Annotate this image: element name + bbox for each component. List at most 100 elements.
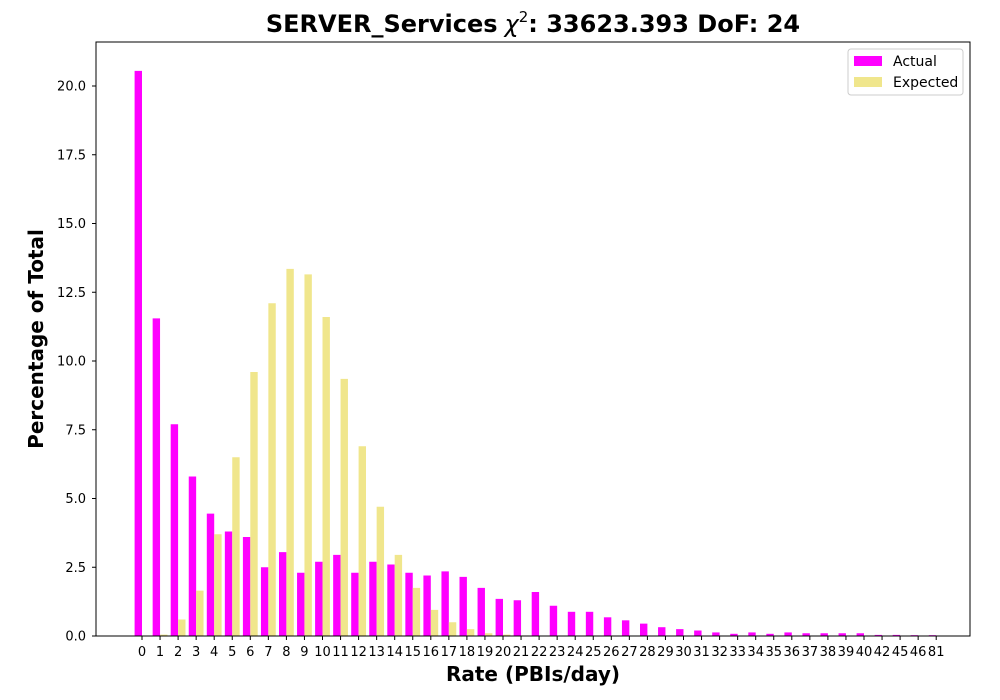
bars-layer (134, 70, 937, 637)
bar-actual-5 (224, 531, 233, 636)
x-tick-label: 4 (210, 645, 218, 660)
x-tick-label: 15 (404, 645, 421, 660)
x-tick-label: 2 (174, 645, 182, 660)
x-tick-label: 46 (910, 645, 927, 660)
bar-actual-23 (549, 605, 558, 636)
bar-actual-1 (152, 318, 161, 637)
bar-actual-29 (658, 627, 666, 636)
bar-actual-42 (874, 634, 883, 636)
bar-expected-6 (250, 372, 258, 636)
x-tick-label: 38 (820, 645, 837, 660)
bar-actual-31 (694, 630, 702, 636)
y-tick-label: 5.0 (65, 492, 86, 507)
bar-actual-40 (856, 633, 864, 636)
x-tick-label: 22 (531, 645, 548, 660)
bar-actual-32 (712, 632, 720, 636)
bar-actual-20 (495, 598, 503, 637)
bar-expected-13 (376, 506, 385, 636)
y-axis-title: Percentage of Total (24, 229, 48, 449)
y-tick-label: 17.5 (57, 148, 86, 163)
bar-actual-35 (766, 633, 774, 636)
x-tick-label: 5 (228, 645, 236, 660)
x-tick-label: 19 (477, 645, 494, 660)
bar-actual-45 (892, 634, 901, 636)
x-tick-label: 21 (513, 645, 530, 660)
x-tick-label: 23 (549, 645, 566, 660)
bar-expected-11 (340, 378, 348, 637)
bar-actual-13 (369, 561, 377, 636)
x-tick-label: 32 (711, 645, 728, 660)
chart-title-name: SERVER_Services (266, 10, 498, 38)
y-tick-label: 10.0 (57, 355, 86, 370)
legend: Actual Expected (847, 48, 964, 96)
bar-actual-3 (188, 476, 197, 636)
bar-actual-22 (531, 592, 540, 636)
bar-expected-1 (160, 634, 168, 637)
x-tick-label: 14 (386, 645, 403, 660)
bar-expected-16 (430, 609, 439, 637)
x-tick-label: 45 (892, 645, 909, 660)
bar-actual-28 (640, 623, 648, 637)
bar-expected-2 (178, 619, 186, 636)
x-tick-label: 20 (495, 645, 512, 660)
x-tick-label: 6 (246, 645, 254, 660)
x-tick-label: 7 (264, 645, 272, 660)
bar-expected-7 (268, 303, 276, 636)
bar-actual-9 (297, 572, 305, 636)
x-tick-label: 0 (138, 645, 146, 660)
bar-actual-4 (206, 513, 215, 637)
x-tick-label: 11 (332, 645, 349, 660)
y-axis-ticks: 0.0 2.5 5.0 7.5 10.0 12.5 15.0 17.5 20.0 (57, 80, 96, 645)
y-tick-label: 20.0 (57, 80, 86, 95)
legend-label-expected: Expected (893, 75, 958, 91)
chart-title-chi-exponent: 2 (519, 8, 529, 26)
x-tick-label: 30 (675, 645, 692, 660)
bar-expected-4 (214, 534, 222, 636)
x-tick-label: 17 (441, 645, 458, 660)
bar-actual-10 (315, 561, 323, 636)
x-tick-label: 24 (567, 645, 584, 660)
bar-actual-38 (820, 633, 828, 636)
x-tick-label: 40 (856, 645, 873, 660)
x-tick-label: 34 (747, 645, 764, 660)
bar-expected-5 (232, 457, 240, 636)
y-tick-label: 15.0 (57, 217, 86, 232)
bar-expected-10 (322, 317, 330, 636)
x-tick-label: 36 (784, 645, 801, 660)
x-tick-label: 33 (729, 645, 746, 660)
x-tick-label: 12 (350, 645, 367, 660)
bar-actual-36 (784, 632, 792, 636)
bar-actual-14 (387, 564, 395, 636)
bar-actual-18 (459, 576, 467, 637)
x-tick-label: 3 (192, 645, 200, 660)
bar-actual-2 (170, 424, 179, 636)
x-axis-ticks: 0 1 2 3 4 5 6 7 8 9 10 11 12 13 14 15 16 17 18 19 20 21 22 23 24… (138, 636, 945, 660)
y-tick-label: 2.5 (65, 561, 86, 576)
bar-actual-39 (838, 633, 846, 636)
x-axis-title: Rate (PBIs/day) (446, 662, 620, 686)
bar-actual-16 (423, 575, 431, 636)
bar-actual-30 (676, 629, 684, 637)
x-tick-label: 31 (693, 645, 710, 660)
bar-actual-15 (405, 572, 413, 636)
x-tick-label: 9 (300, 645, 308, 660)
x-tick-label: 81 (928, 645, 945, 660)
bar-expected-15 (412, 587, 421, 637)
bar-expected-17 (448, 622, 457, 636)
bar-expected-20 (503, 634, 511, 637)
y-tick-label: 7.5 (65, 423, 86, 438)
bar-actual-37 (802, 633, 810, 636)
legend-swatch-expected (854, 77, 882, 87)
bar-actual-19 (477, 587, 485, 637)
bar-actual-6 (242, 537, 251, 636)
chart-title-stats: : 33623.393 DoF: 24 (528, 10, 800, 38)
x-tick-label: 37 (802, 645, 819, 660)
bar-expected-3 (196, 590, 204, 637)
y-tick-label: 12.5 (57, 286, 86, 301)
bar-actual-12 (351, 572, 359, 636)
legend-swatch-actual (854, 56, 882, 66)
chart-title: SERVER_Services χ2: 33623.393 DoF: 24 (266, 8, 800, 38)
bar-expected-14 (394, 554, 403, 637)
